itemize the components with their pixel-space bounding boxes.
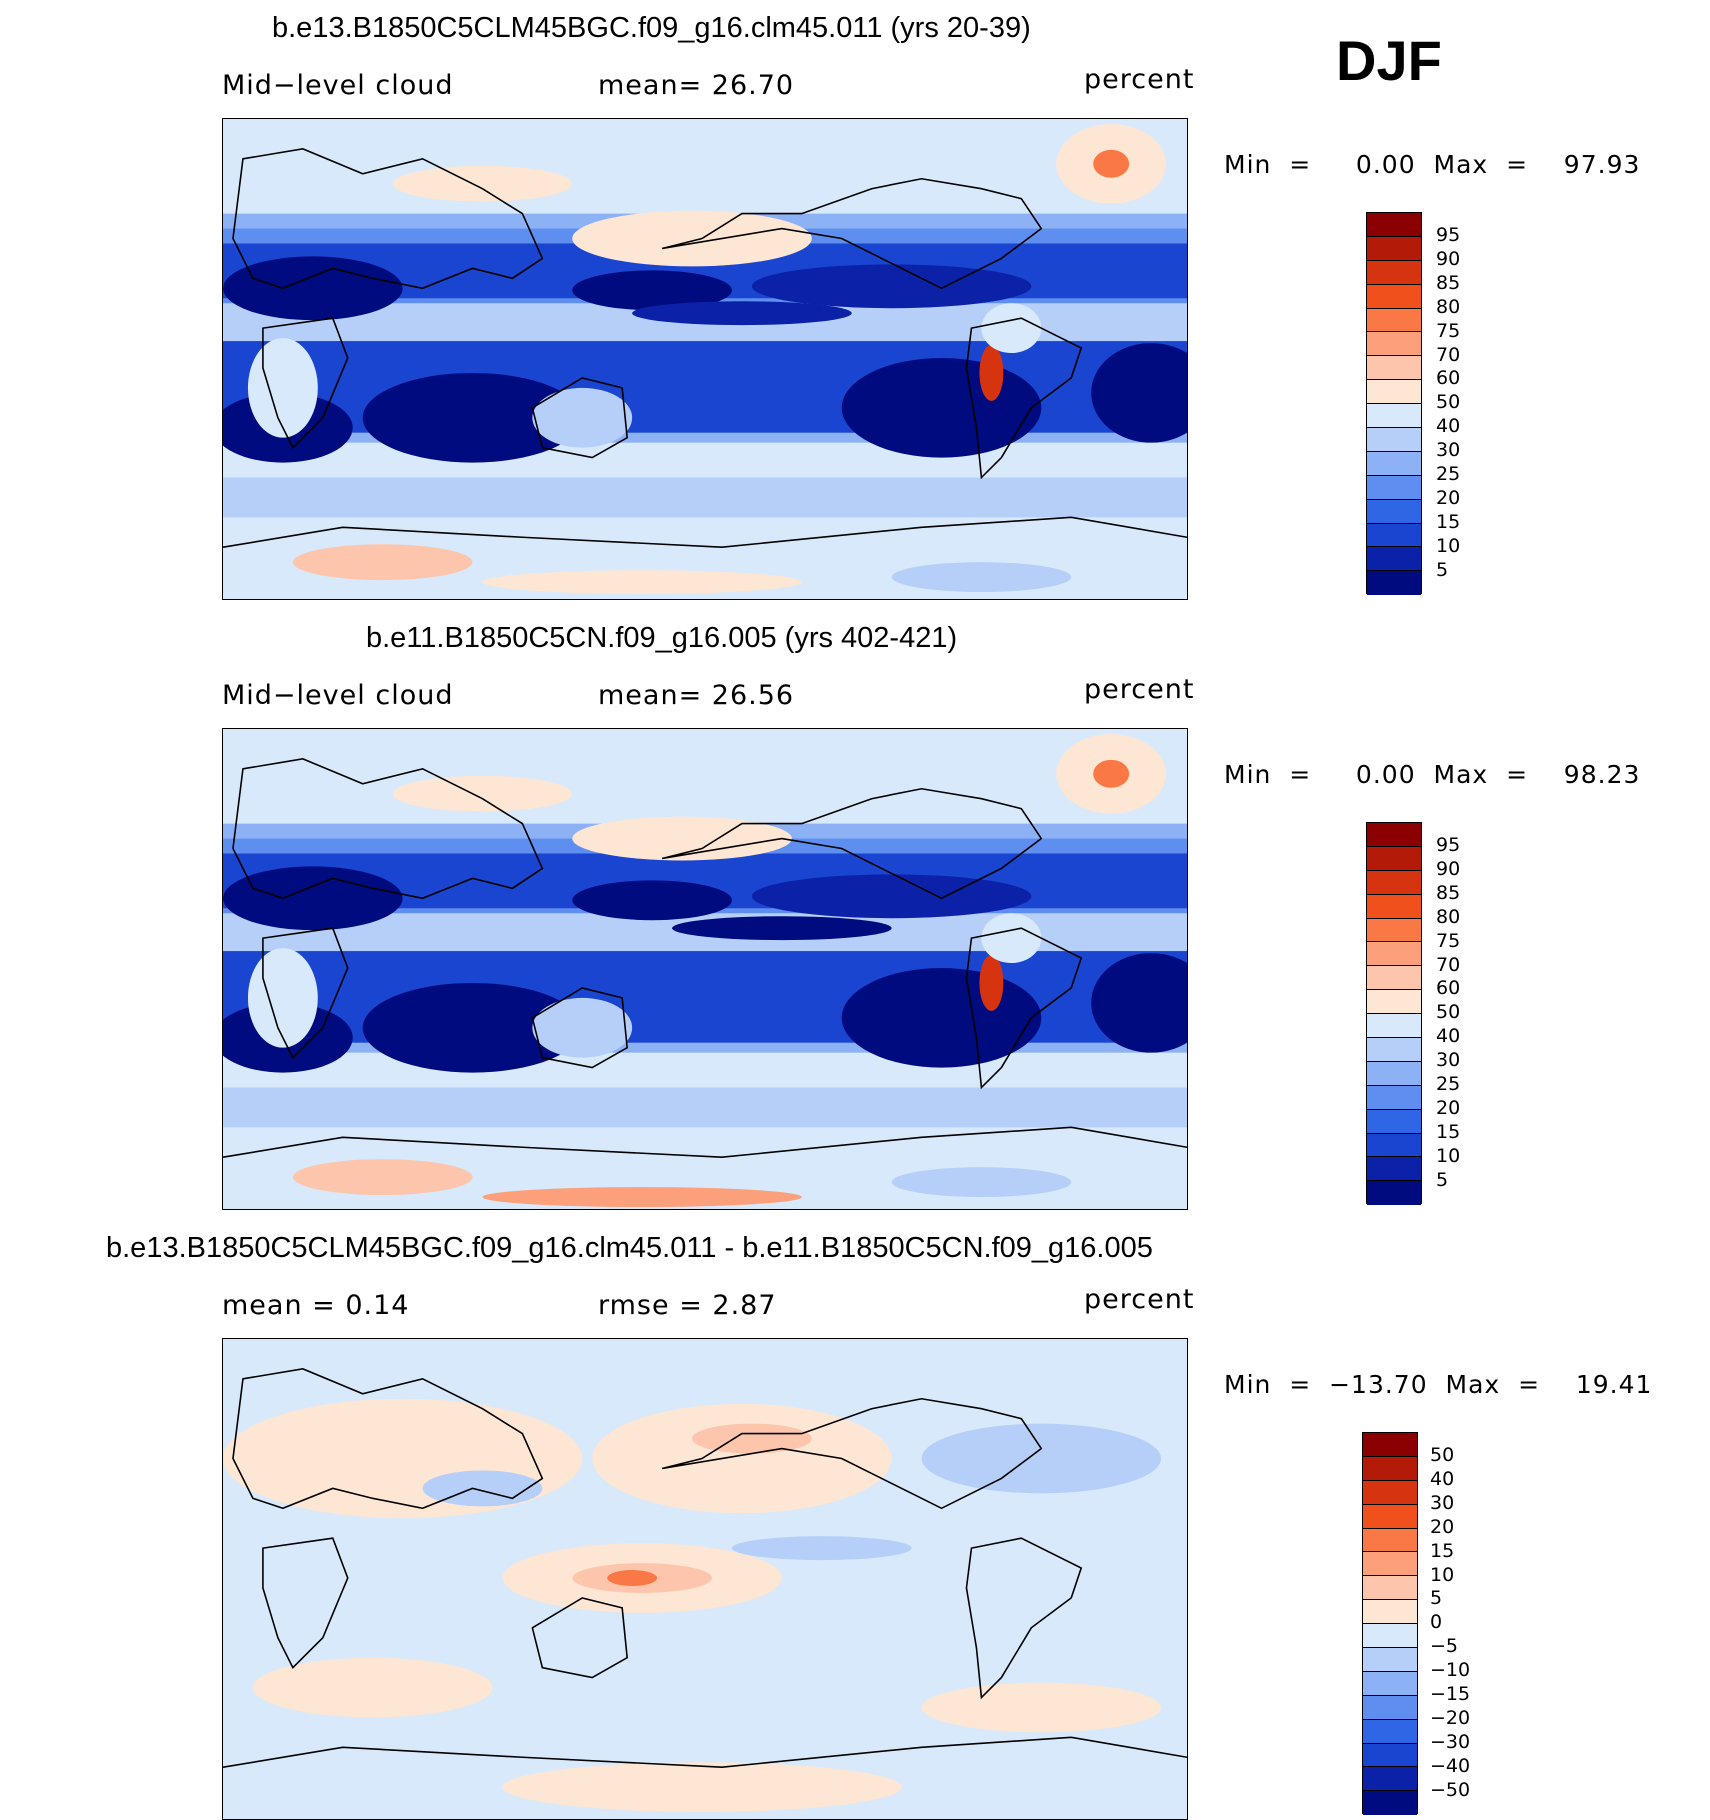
colorbar-label: 75 (1436, 319, 1461, 342)
colorbar-label: −50 (1430, 1778, 1471, 1801)
min-max-label: Min = 0.00 Max = 97.93 (1224, 150, 1641, 179)
cloud-map (222, 118, 1188, 600)
colorbar-label: 60 (1436, 977, 1461, 1000)
colorbar-label: 50 (1436, 1001, 1461, 1024)
colorbar-label: 30 (1436, 1049, 1461, 1072)
units-label: percent (1084, 64, 1195, 95)
colorbar-label: 70 (1436, 343, 1461, 366)
colorbar-label: 0 (1430, 1611, 1443, 1634)
panel-title: b.e13.B1850C5CLM45BGC.f09_g16.clm45.011 … (106, 1232, 1153, 1264)
colorbar-label: 20 (1436, 1096, 1461, 1119)
colorbar-label: 50 (1430, 1444, 1455, 1466)
min-max-label: Min = −13.70 Max = 19.41 (1224, 1370, 1653, 1399)
variable-label: Mid−level cloud (222, 70, 454, 101)
colorbar-label: 40 (1436, 1025, 1461, 1048)
season-label: DJF (1336, 29, 1442, 92)
colorbar-label: −30 (1430, 1730, 1471, 1753)
colorbar-label: 20 (1436, 486, 1461, 509)
colorbar-label: 25 (1436, 1073, 1461, 1095)
colorbar-label: 50 (1436, 391, 1461, 414)
colorbar-label: 5 (1430, 1587, 1443, 1610)
mean-label: mean= 26.56 (598, 680, 795, 711)
colorbar-label: 10 (1436, 1144, 1461, 1167)
colorbar-label: −15 (1430, 1683, 1471, 1705)
difference-map (222, 1338, 1188, 1820)
variable-label: Mid−level cloud (222, 680, 454, 711)
cloud-map (222, 728, 1188, 1210)
colorbar-label: 60 (1436, 367, 1461, 390)
colorbar-label: 20 (1430, 1515, 1455, 1538)
colorbar-label: 10 (1430, 1563, 1455, 1586)
colorbar-label: 15 (1436, 1120, 1461, 1143)
colorbar-label: 5 (1436, 558, 1449, 581)
colorbar-label: 5 (1436, 1168, 1449, 1191)
colorbar-label: 15 (1430, 1539, 1455, 1562)
min-max-label: Min = 0.00 Max = 98.23 (1224, 760, 1641, 789)
colorbar-label: 80 (1436, 295, 1461, 318)
colorbar-label: 90 (1436, 857, 1461, 880)
colorbar-label: 85 (1436, 271, 1461, 294)
colorbar-label: 15 (1436, 510, 1461, 533)
panel-title: b.e13.B1850C5CLM45BGC.f09_g16.clm45.011 … (272, 12, 1031, 44)
colorbar-label: 30 (1430, 1491, 1455, 1514)
colorbar-label: 25 (1436, 463, 1461, 485)
colorbar (1362, 1432, 1418, 1816)
colorbar (1366, 822, 1422, 1206)
colorbar-label: 40 (1430, 1467, 1455, 1490)
colorbar-label: 80 (1436, 905, 1461, 928)
mean-label: mean= 26.70 (598, 70, 795, 101)
colorbar-label: 40 (1436, 415, 1461, 438)
colorbar-label: 85 (1436, 881, 1461, 904)
colorbar-label: −20 (1430, 1706, 1471, 1729)
mean-label: mean = 0.14 (222, 1290, 410, 1321)
colorbar-label: −10 (1430, 1659, 1471, 1682)
colorbar-label: 75 (1436, 929, 1461, 952)
colorbar (1366, 212, 1422, 596)
colorbar-label: −5 (1430, 1635, 1459, 1658)
colorbar-label: 95 (1436, 834, 1461, 856)
rmse-label: rmse = 2.87 (598, 1290, 777, 1321)
colorbar-label: 90 (1436, 247, 1461, 270)
colorbar-label: −40 (1430, 1754, 1471, 1777)
units-label: percent (1084, 1284, 1195, 1315)
panel-title: b.e11.B1850C5CN.f09_g16.005 (yrs 402-421… (366, 622, 958, 654)
colorbar-label: 10 (1436, 534, 1461, 557)
colorbar-label: 30 (1436, 439, 1461, 462)
colorbar-label: 70 (1436, 953, 1461, 976)
colorbar-label: 95 (1436, 224, 1461, 246)
units-label: percent (1084, 674, 1195, 705)
